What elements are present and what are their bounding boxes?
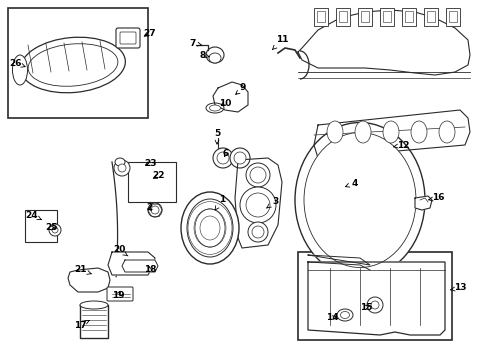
Bar (380, 8, 394, 26)
Text: 19: 19 (112, 291, 124, 300)
Bar (358, 8, 372, 26)
Circle shape (371, 301, 379, 309)
Ellipse shape (151, 206, 159, 214)
Text: 21: 21 (74, 266, 92, 274)
Text: 5: 5 (214, 129, 220, 144)
Polygon shape (108, 252, 155, 275)
Ellipse shape (13, 55, 27, 85)
Text: 2: 2 (146, 203, 152, 212)
Text: 27: 27 (144, 28, 156, 37)
Ellipse shape (234, 152, 246, 164)
Text: 10: 10 (219, 99, 231, 108)
Bar (449, 11, 457, 22)
Bar (339, 11, 347, 22)
Text: 12: 12 (393, 140, 409, 149)
Circle shape (252, 226, 264, 238)
Ellipse shape (80, 301, 108, 309)
Text: 22: 22 (152, 171, 164, 180)
Ellipse shape (21, 37, 125, 93)
Circle shape (114, 160, 130, 176)
FancyBboxPatch shape (116, 28, 140, 48)
Polygon shape (122, 260, 158, 272)
Circle shape (240, 187, 276, 223)
Text: 25: 25 (45, 224, 57, 233)
Ellipse shape (206, 47, 224, 63)
Text: 24: 24 (25, 211, 41, 220)
Text: 11: 11 (272, 36, 288, 49)
Bar (25, 210, 57, 242)
Text: 15: 15 (360, 302, 372, 311)
Bar (314, 8, 328, 26)
Ellipse shape (327, 121, 343, 143)
Ellipse shape (355, 121, 371, 143)
Polygon shape (213, 82, 248, 112)
Circle shape (52, 227, 58, 233)
FancyBboxPatch shape (120, 32, 136, 44)
Ellipse shape (337, 309, 353, 321)
Ellipse shape (206, 103, 224, 113)
Ellipse shape (210, 105, 220, 111)
Polygon shape (314, 110, 470, 158)
Ellipse shape (213, 148, 233, 168)
Polygon shape (308, 255, 370, 265)
Text: 13: 13 (451, 284, 466, 292)
Circle shape (248, 222, 268, 242)
Ellipse shape (28, 44, 118, 86)
Bar (446, 8, 460, 26)
Bar (317, 11, 325, 22)
Ellipse shape (295, 122, 425, 278)
Bar (298, 252, 452, 340)
Ellipse shape (195, 209, 225, 247)
Text: 18: 18 (144, 266, 156, 274)
Ellipse shape (411, 121, 427, 143)
Text: 23: 23 (144, 158, 156, 167)
Bar (361, 11, 369, 22)
Ellipse shape (115, 158, 125, 166)
Circle shape (246, 163, 270, 187)
Ellipse shape (148, 203, 162, 217)
Circle shape (49, 224, 61, 236)
Text: 20: 20 (113, 246, 128, 256)
Bar (427, 11, 435, 22)
Bar (128, 162, 176, 202)
Text: 3: 3 (267, 198, 278, 208)
Ellipse shape (439, 121, 455, 143)
Text: 9: 9 (236, 84, 246, 94)
Text: 14: 14 (326, 314, 338, 323)
Text: 16: 16 (429, 194, 444, 202)
Polygon shape (80, 305, 108, 338)
Bar (383, 11, 391, 22)
Text: 4: 4 (345, 179, 358, 188)
Polygon shape (298, 10, 470, 75)
Ellipse shape (383, 121, 399, 143)
Circle shape (250, 167, 266, 183)
FancyBboxPatch shape (107, 287, 133, 301)
Ellipse shape (341, 311, 349, 319)
Text: 26: 26 (9, 58, 25, 68)
Text: 6: 6 (223, 148, 229, 158)
Ellipse shape (230, 148, 250, 168)
Circle shape (246, 193, 270, 217)
Ellipse shape (181, 192, 239, 264)
Text: 17: 17 (74, 320, 89, 329)
Bar (402, 8, 416, 26)
Ellipse shape (187, 199, 233, 257)
Text: 7: 7 (190, 39, 202, 48)
Ellipse shape (217, 152, 229, 164)
Circle shape (367, 297, 383, 313)
Bar (8, 8, 148, 118)
Polygon shape (68, 268, 110, 292)
Polygon shape (308, 262, 445, 335)
Text: 1: 1 (215, 195, 225, 210)
Polygon shape (235, 158, 282, 248)
Polygon shape (415, 196, 432, 210)
Ellipse shape (304, 132, 416, 267)
Bar (336, 8, 350, 26)
Bar (424, 8, 438, 26)
Circle shape (118, 164, 126, 172)
Bar (405, 11, 413, 22)
Ellipse shape (209, 53, 221, 63)
Text: 8: 8 (200, 50, 209, 59)
